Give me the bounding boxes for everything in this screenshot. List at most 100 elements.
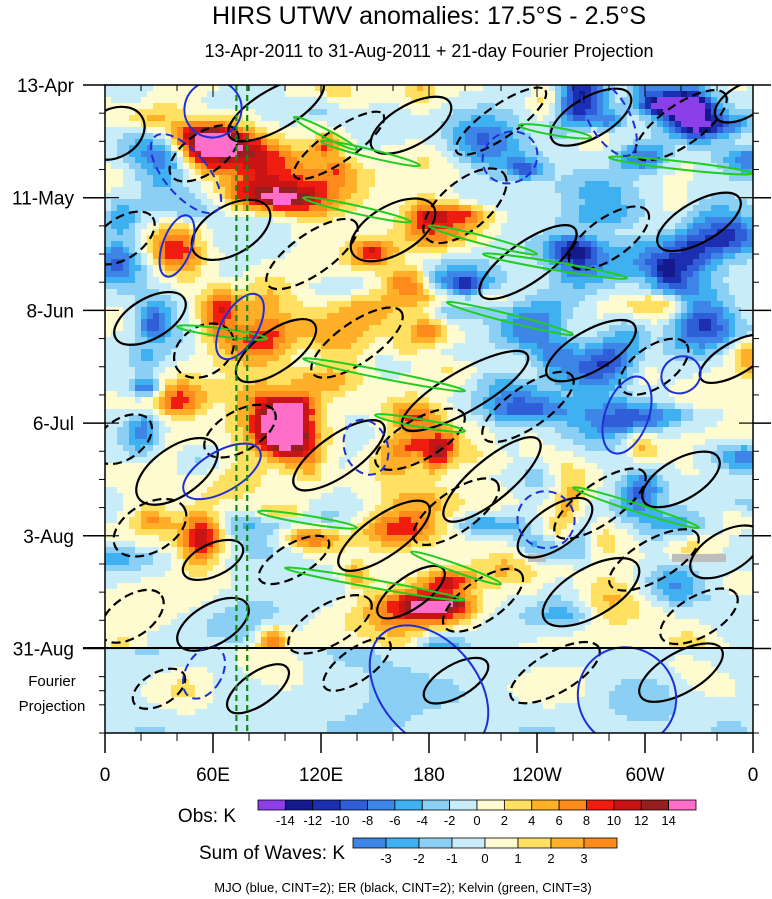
- x-axis-ticks: [104, 85, 754, 753]
- er-contour: [131, 667, 187, 710]
- obs-colorbar-level-label: 6: [556, 813, 563, 828]
- waves-colorbar-level-label: 2: [547, 851, 554, 866]
- waves-colorbar-swatch: [484, 837, 519, 849]
- x-axis-labels: 0 60E 120E 180 120W 60W 0: [100, 765, 759, 786]
- er-contour: [481, 370, 575, 444]
- obs-colorbar-level-label: -8: [362, 813, 374, 828]
- chart-subtitle: 13-Apr-2011 to 31-Aug-2011 + 21-day Four…: [204, 41, 653, 61]
- er-contour: [105, 210, 156, 266]
- obs-colorbar-swatch: [421, 799, 451, 811]
- obs-colorbar-swatch: [586, 799, 615, 811]
- waves-colorbar-swatch: [583, 837, 618, 849]
- obs-colorbar-swatch: [312, 799, 341, 811]
- er-contour: [608, 528, 700, 592]
- obs-colorbar-level-label: 0: [473, 813, 480, 828]
- mjo-contour: [149, 133, 223, 215]
- er-contour: [545, 318, 637, 383]
- kelvin-contour: [481, 252, 629, 280]
- obs-colorbar-level-label: 12: [634, 813, 648, 828]
- waves-colorbar-swatch: [352, 837, 387, 849]
- kelvin-contour: [427, 224, 539, 256]
- kelvin-contour: [409, 550, 503, 586]
- kelvin-contour: [301, 196, 413, 224]
- y-tick-label: 3-Aug: [23, 527, 74, 548]
- kelvin-contour: [517, 123, 593, 140]
- mjo-contour: [183, 85, 243, 139]
- y-axis-ticks: [83, 84, 771, 734]
- waves-colorbar-swatch: [385, 837, 420, 849]
- kelvin-contour: [571, 486, 701, 530]
- projection-label-line2: Projection: [19, 698, 86, 715]
- mjo-contour: [481, 130, 539, 185]
- er-contour: [105, 588, 165, 644]
- obs-colorbar-level-label: -12: [303, 813, 322, 828]
- kelvin-contour: [283, 566, 467, 602]
- er-contour: [310, 306, 404, 379]
- mjo-contour: [660, 355, 702, 395]
- er-contour: [641, 450, 721, 509]
- obs-colorbar-label: Obs: K: [178, 806, 236, 827]
- kelvin-contour: [256, 509, 359, 530]
- obs-colorbar-swatch: [613, 799, 642, 811]
- er-contour: [234, 318, 318, 384]
- obs-colorbar-swatch: [558, 799, 587, 811]
- waves-colorbar-swatch: [550, 837, 585, 849]
- projection-label-line1: Fourier: [28, 673, 76, 690]
- kelvin-contour: [445, 300, 575, 337]
- er-contour: [541, 556, 641, 628]
- x-tick-label: 120W: [512, 765, 562, 786]
- er-contour: [441, 567, 525, 633]
- er-contour: [442, 436, 542, 523]
- y-axis-labels: 13-Apr 11-May 8-Jun 6-Jul 3-Aug 31-Aug: [12, 76, 75, 660]
- er-contour: [422, 167, 508, 245]
- obs-colorbar-swatch: [531, 799, 560, 811]
- er-contour: [656, 191, 742, 253]
- waves-colorbar-level-label: -3: [380, 851, 392, 866]
- obs-colorbar-swatch: [476, 799, 505, 811]
- x-tick-label: 60W: [625, 765, 664, 786]
- waves-colorbar-level-label: -2: [413, 851, 425, 866]
- obs-colorbar-swatch: [394, 799, 423, 811]
- reference-lines: [235, 85, 249, 733]
- waves-colorbar-level-label: 1: [514, 851, 521, 866]
- obs-colorbar-swatch: [257, 799, 286, 811]
- mjo-contour: [516, 490, 576, 550]
- waves-colorbar-label: Sum of Waves: K: [199, 843, 345, 864]
- obs-colorbar-level-label: 8: [583, 813, 590, 828]
- kelvin-contour: [319, 139, 422, 168]
- mjo-contour: [368, 624, 490, 733]
- obs-colorbar-level-label: -10: [331, 813, 350, 828]
- plot-area: [83, 84, 754, 734]
- waves-colorbar-level-label: -1: [446, 851, 458, 866]
- er-contour: [181, 538, 245, 582]
- obs-colorbar-level-label: 10: [607, 813, 621, 828]
- obs-colorbar-swatch: [284, 799, 314, 811]
- kelvin-contour: [301, 357, 467, 393]
- obs-colorbar: -14 -12 -10 -8 -6 -4 -2 0 2 4 6 8 10 12 14: [257, 799, 697, 828]
- er-contour: [105, 413, 154, 466]
- er-contour: [287, 594, 373, 655]
- mjo-contour: [601, 375, 653, 455]
- er-contour: [135, 436, 219, 506]
- er-contour: [349, 197, 437, 263]
- er-contour: [369, 95, 453, 155]
- obs-colorbar-level-label: -2: [444, 813, 456, 828]
- chart-title: HIRS UTWV anomalies: 17.5°S - 2.5°S: [212, 2, 646, 30]
- obs-colorbar-swatch: [640, 799, 670, 811]
- legend-caption: MJO (blue, CINT=2); ER (black, CINT=2); …: [214, 880, 591, 895]
- y-tick-label: 6-Jul: [33, 414, 74, 435]
- mjo-contour: [158, 214, 196, 278]
- obs-colorbar-swatch: [339, 799, 368, 811]
- y-tick-label: 31-Aug: [13, 639, 74, 660]
- er-contour: [638, 642, 724, 703]
- er-contour: [292, 110, 386, 181]
- obs-colorbar-swatch: [668, 799, 697, 811]
- obs-colorbar-swatch: [503, 799, 533, 811]
- er-contour: [689, 524, 753, 580]
- waves-colorbar-swatch: [418, 837, 453, 849]
- anomaly-heatmap: [105, 85, 753, 733]
- er-contour: [225, 663, 291, 715]
- waves-colorbar-level-label: 0: [481, 851, 488, 866]
- mjo-contour: [576, 646, 678, 733]
